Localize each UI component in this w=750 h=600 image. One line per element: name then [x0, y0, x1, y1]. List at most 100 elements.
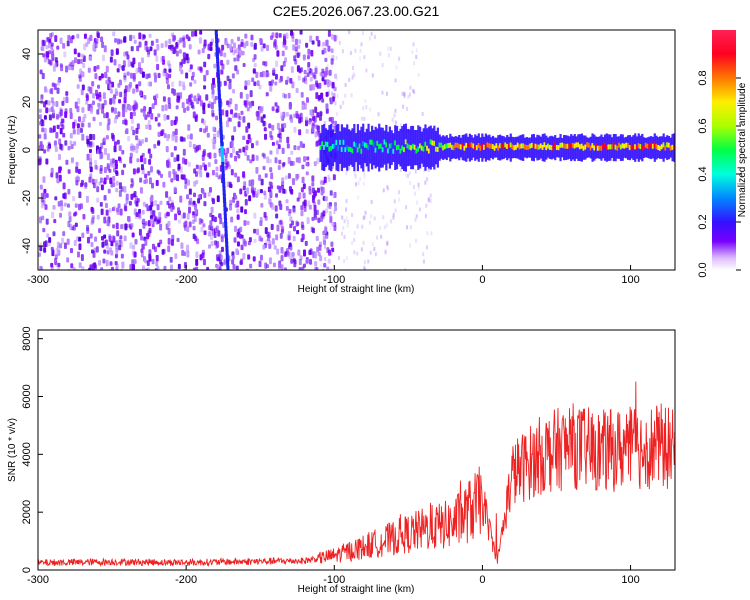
- noise-cell: [99, 202, 103, 207]
- faint-noise-cell: [330, 69, 333, 74]
- signal-core-cell: [429, 139, 432, 145]
- noise-cell: [271, 32, 275, 38]
- noise-cell: [141, 71, 145, 78]
- noise-cell: [246, 154, 250, 161]
- noise-cell: [285, 111, 289, 117]
- noise-cell: [123, 75, 127, 80]
- signal-halo-cell: [586, 137, 589, 158]
- noise-cell: [237, 121, 241, 128]
- noise-cell: [280, 65, 284, 72]
- noise-cell: [220, 69, 224, 75]
- faint-noise-cell: [356, 251, 359, 256]
- noise-cell: [144, 40, 148, 46]
- noise-cell: [129, 156, 133, 164]
- noise-cell: [147, 148, 151, 154]
- noise-cell: [82, 62, 86, 69]
- noise-cell: [167, 237, 171, 245]
- noise-cell: [63, 192, 67, 200]
- noise-cell: [317, 199, 321, 205]
- noise-cell: [311, 175, 315, 182]
- signal-core-cell: [554, 142, 557, 148]
- signal-core-cell: [372, 141, 375, 147]
- noise-cell: [86, 224, 90, 232]
- noise-cell: [38, 134, 42, 139]
- noise-cell: [61, 237, 65, 244]
- noise-cell: [118, 245, 122, 251]
- noise-cell: [115, 268, 119, 270]
- noise-cell: [101, 107, 105, 114]
- signal-core-cell: [358, 143, 361, 149]
- faint-noise-cell: [390, 219, 393, 224]
- noise-cell: [226, 161, 230, 167]
- noise-cell: [75, 161, 79, 166]
- noise-cell: [309, 84, 313, 91]
- noise-cell: [88, 148, 92, 154]
- noise-cell: [53, 140, 57, 146]
- noise-cell: [205, 125, 209, 131]
- signal-core-cell: [577, 142, 580, 148]
- noise-cell: [256, 228, 260, 236]
- noise-cell: [177, 207, 181, 215]
- noise-cell: [293, 126, 297, 133]
- noise-cell: [229, 203, 233, 211]
- noise-cell: [298, 258, 302, 266]
- noise-cell: [232, 263, 236, 270]
- noise-cell: [154, 200, 158, 206]
- noise-cell: [59, 200, 63, 207]
- noise-cell: [327, 45, 331, 52]
- noise-cell: [268, 81, 272, 86]
- noise-cell: [141, 139, 145, 144]
- faint-noise-cell: [329, 226, 332, 231]
- noise-cell: [274, 73, 278, 80]
- noise-cell: [96, 31, 100, 37]
- snr-ylabel: SNR (10 * v/v): [7, 418, 18, 482]
- noise-cell: [242, 253, 246, 260]
- noise-cell: [162, 181, 166, 188]
- noise-cell: [194, 207, 198, 214]
- noise-cell: [40, 144, 44, 151]
- noise-cell: [148, 124, 152, 130]
- noise-cell: [223, 80, 227, 86]
- signal-core-cell: [424, 141, 427, 147]
- signal-core-cell: [495, 143, 498, 149]
- noise-cell: [290, 66, 294, 73]
- noise-cell: [171, 205, 175, 210]
- noise-cell: [171, 88, 175, 94]
- signal-core-cell: [427, 148, 431, 154]
- noise-cell: [118, 145, 122, 151]
- noise-cell: [80, 254, 84, 262]
- streak-cell: [217, 90, 221, 95]
- faint-noise-cell: [354, 48, 357, 53]
- noise-cell: [333, 225, 337, 232]
- signal-core-cell: [602, 144, 605, 150]
- noise-cell: [81, 122, 85, 128]
- streak-cell: [222, 182, 226, 187]
- noise-cell: [153, 72, 157, 77]
- noise-cell: [113, 107, 117, 115]
- noise-cell: [168, 196, 172, 202]
- noise-cell: [58, 166, 62, 174]
- noise-cell: [314, 131, 318, 138]
- noise-cell: [244, 85, 248, 90]
- noise-cell: [311, 216, 315, 221]
- noise-cell: [234, 203, 238, 208]
- noise-cell: [194, 147, 198, 153]
- faint-noise-cell: [348, 77, 351, 82]
- noise-cell: [280, 228, 284, 234]
- streak-cell: [217, 82, 221, 87]
- streak-cell: [214, 30, 218, 35]
- faint-noise-cell: [343, 235, 346, 240]
- colorbar-tick-label: 0.8: [697, 70, 709, 85]
- faint-noise-cell: [349, 50, 352, 55]
- noise-cell: [89, 107, 93, 114]
- noise-cell: [265, 70, 269, 78]
- noise-cell: [230, 109, 234, 115]
- noise-cell: [266, 156, 270, 164]
- signal-core-cell: [467, 142, 470, 148]
- noise-cell: [287, 173, 291, 179]
- faint-noise-cell: [427, 167, 430, 172]
- noise-cell: [171, 46, 175, 54]
- noise-cell: [137, 67, 141, 73]
- signal-core-cell: [625, 142, 628, 148]
